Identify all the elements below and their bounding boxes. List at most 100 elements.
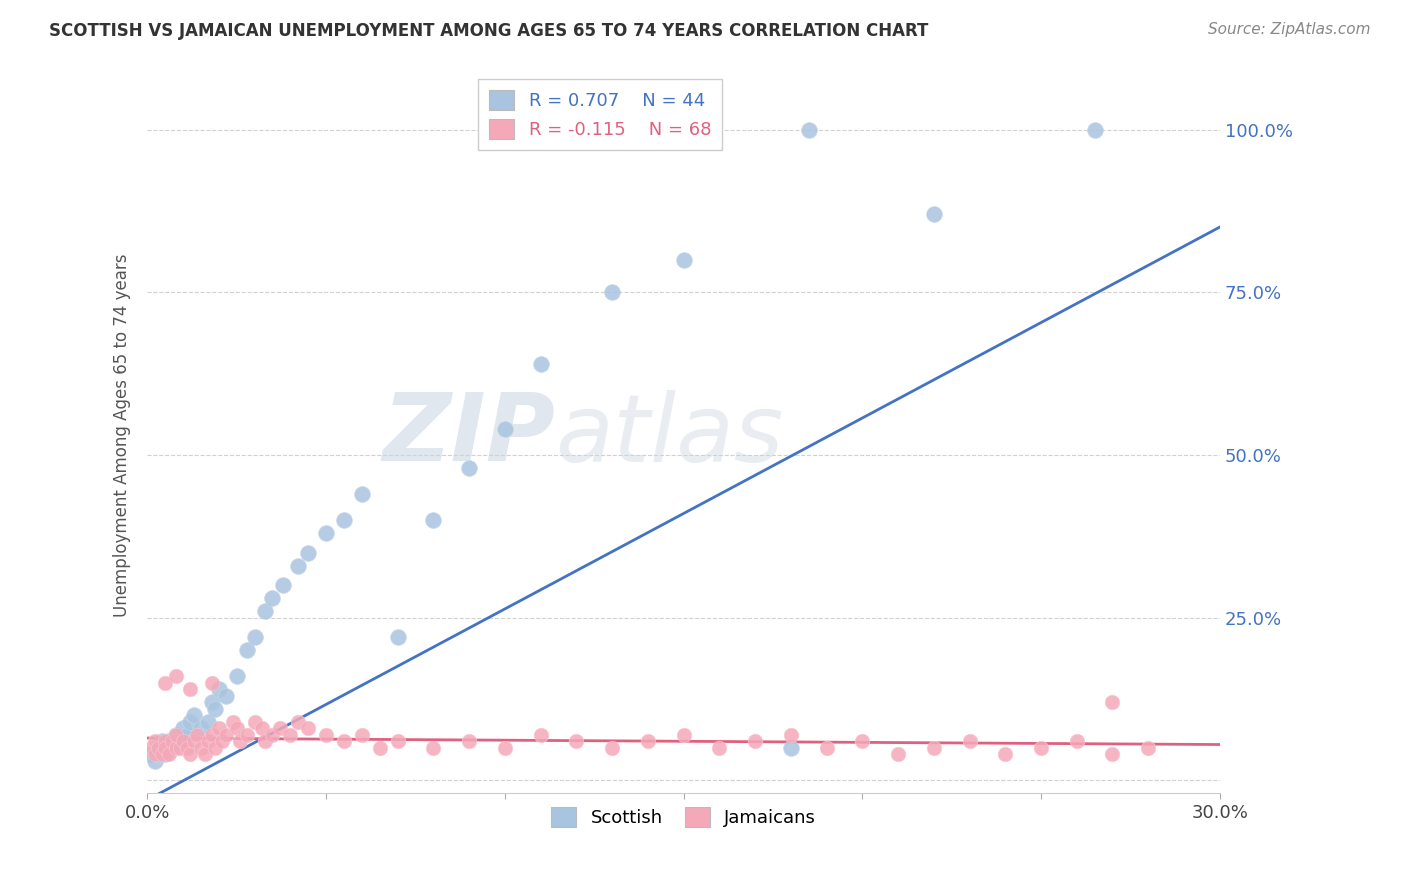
Legend: Scottish, Jamaicans: Scottish, Jamaicans <box>544 800 824 834</box>
Point <box>922 207 945 221</box>
Point <box>744 734 766 748</box>
Point <box>815 740 838 755</box>
Point <box>779 728 801 742</box>
Point <box>387 630 409 644</box>
Point <box>297 545 319 559</box>
Point <box>157 747 180 762</box>
Point <box>297 721 319 735</box>
Point <box>139 747 162 762</box>
Point <box>271 578 294 592</box>
Point <box>169 734 191 748</box>
Point <box>254 604 277 618</box>
Point <box>155 740 177 755</box>
Point <box>201 695 224 709</box>
Point <box>368 740 391 755</box>
Point <box>183 734 205 748</box>
Point <box>179 682 201 697</box>
Point <box>211 734 233 748</box>
Point <box>529 357 551 371</box>
Point <box>197 714 219 729</box>
Point <box>236 643 259 657</box>
Point <box>458 461 481 475</box>
Point <box>565 734 588 748</box>
Point <box>208 721 231 735</box>
Point <box>709 740 731 755</box>
Point <box>315 728 337 742</box>
Point <box>287 558 309 573</box>
Text: ZIP: ZIP <box>382 390 555 482</box>
Point <box>333 513 356 527</box>
Point <box>422 513 444 527</box>
Point <box>143 754 166 768</box>
Text: atlas: atlas <box>555 390 783 481</box>
Point <box>250 721 273 735</box>
Point <box>262 591 284 606</box>
Point <box>143 734 166 748</box>
Text: SCOTTISH VS JAMAICAN UNEMPLOYMENT AMONG AGES 65 TO 74 YEARS CORRELATION CHART: SCOTTISH VS JAMAICAN UNEMPLOYMENT AMONG … <box>49 22 928 40</box>
Point <box>162 740 184 755</box>
Point <box>179 747 201 762</box>
Point <box>215 689 238 703</box>
Point <box>165 669 187 683</box>
Point <box>172 721 194 735</box>
Point <box>176 740 198 755</box>
Point <box>143 747 166 762</box>
Point <box>1066 734 1088 748</box>
Point <box>172 734 194 748</box>
Point <box>851 734 873 748</box>
Point <box>262 728 284 742</box>
Point <box>1101 747 1123 762</box>
Point <box>1084 122 1107 136</box>
Point <box>254 734 277 748</box>
Point <box>797 122 820 136</box>
Point <box>922 740 945 755</box>
Point <box>269 721 291 735</box>
Point <box>600 285 623 300</box>
Point <box>190 721 212 735</box>
Point <box>204 702 226 716</box>
Point <box>150 734 173 748</box>
Point <box>179 714 201 729</box>
Text: Source: ZipAtlas.com: Source: ZipAtlas.com <box>1208 22 1371 37</box>
Point <box>225 721 247 735</box>
Point <box>280 728 302 742</box>
Point <box>139 740 162 755</box>
Point <box>176 728 198 742</box>
Point <box>201 675 224 690</box>
Point <box>157 734 180 748</box>
Point <box>225 669 247 683</box>
Point <box>422 740 444 755</box>
Point <box>155 747 177 762</box>
Point <box>779 740 801 755</box>
Point <box>194 747 217 762</box>
Point <box>494 422 516 436</box>
Point <box>208 682 231 697</box>
Point <box>146 740 169 755</box>
Point <box>887 747 910 762</box>
Point <box>236 728 259 742</box>
Point <box>690 122 713 136</box>
Point <box>155 734 177 748</box>
Point <box>146 740 169 755</box>
Point <box>169 740 191 755</box>
Point <box>243 714 266 729</box>
Point <box>600 740 623 755</box>
Point <box>150 747 173 762</box>
Point <box>458 734 481 748</box>
Point <box>350 728 373 742</box>
Point <box>186 728 208 742</box>
Point <box>672 728 695 742</box>
Point <box>1029 740 1052 755</box>
Point <box>155 740 177 755</box>
Point <box>529 728 551 742</box>
Point <box>165 728 187 742</box>
Point <box>204 740 226 755</box>
Point <box>1101 695 1123 709</box>
Point <box>287 714 309 729</box>
Point <box>155 675 177 690</box>
Point <box>201 728 224 742</box>
Point <box>165 740 187 755</box>
Point <box>197 734 219 748</box>
Point <box>387 734 409 748</box>
Y-axis label: Unemployment Among Ages 65 to 74 years: Unemployment Among Ages 65 to 74 years <box>114 253 131 617</box>
